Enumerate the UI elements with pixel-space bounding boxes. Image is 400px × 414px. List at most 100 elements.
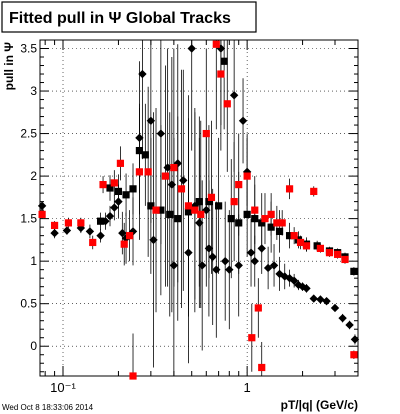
data-point-red-square [144,168,152,176]
data-point-red-square [350,351,358,359]
data-point-red-square [212,40,220,48]
chart-title: Fitted pull in Ψ Global Tracks [9,10,231,27]
data-point-diamond [187,44,196,53]
data-point-diamond [173,159,182,168]
data-point-red-square [207,193,216,201]
data-point-red-square [184,202,193,210]
y-tick-label: 2 [30,169,37,183]
data-point-diamond [135,133,144,143]
data-point-square [205,198,213,206]
data-point-square [141,151,149,159]
data-point-red-square [261,215,269,223]
data-point-square [122,191,130,199]
data-point-square [258,219,266,227]
data-point-diamond [289,276,299,285]
data-point-square [157,206,165,214]
data-point-diamond [101,216,110,226]
y-tick-label: 0.5 [20,297,37,311]
data-point-diamond [156,129,166,138]
data-point-diamond [338,313,347,323]
x-axis-label: pT/|q| (GeV/c) [281,398,358,412]
data-point-square [184,208,193,216]
data-point-square [235,219,243,227]
data-point-square [285,232,294,240]
data-point-red-square [267,210,275,218]
data-point-square [275,227,284,235]
y-tick-label: 3.5 [20,42,37,56]
data-point-diamond [263,263,273,273]
data-point-square [215,202,223,210]
y-tick-label: 3 [30,84,37,98]
data-point-square [227,215,235,223]
data-point-red-square [310,187,318,196]
data-point-red-square [248,334,256,342]
x-tick-label: 10⁻¹ [50,380,76,395]
y-axis-label: pull in Ψ [2,42,16,91]
data-point-red-square [273,219,281,227]
data-point-diamond [197,261,207,270]
data-point-red-square [290,232,298,240]
data-point-diamond [85,227,95,236]
data-point-square [251,215,259,223]
data-point-diamond [114,197,123,206]
data-point-square [147,202,155,210]
data-point-diamond [309,294,318,303]
data-point-diamond [62,226,72,235]
data-point-red-square [230,198,238,206]
data-point-red-square [285,185,294,193]
data-point-red-square [126,232,134,240]
data-point-diamond [50,228,59,238]
data-point-red-square [99,181,107,189]
data-point-red-square [89,238,97,247]
data-point-diamond [169,261,179,270]
data-point-red-square [197,210,205,218]
data-point-diamond [345,320,354,330]
data-point-square [220,57,228,65]
data-point-diamond [105,211,115,221]
data-point-square [129,185,137,193]
data-point-diamond [212,265,221,274]
tick-labels: 10⁻¹ 1 0 0.5 1 1.5 2 2.5 3 3.5 [20,42,250,395]
data-point-square [243,210,251,218]
data-point-diamond [229,91,239,100]
x-tick-label: 1 [244,380,251,395]
data-point-red-square [302,242,311,250]
data-point-red-square [77,219,85,227]
data-point-diamond [234,261,243,270]
data-point-red-square [334,250,342,258]
data-point-square [267,223,275,231]
footer-timestamp: Wed Oct 8 18:33:06 2014 [2,403,94,412]
data-point-red-square [223,100,231,108]
data-point-diamond [220,256,230,266]
data-point-red-square [202,129,210,138]
data-point-diamond [204,244,214,253]
data-point-square [350,267,358,275]
data-point-red-square [243,172,251,180]
data-point-square [174,215,182,223]
data-point-red-square [254,304,262,312]
data-point-diamond [216,44,226,53]
data-point-red-square [135,168,144,176]
data-point-red-square [296,238,305,247]
data-point-diamond [195,218,204,228]
data-point-diamond [330,303,340,313]
data-point-diamond [149,235,158,245]
data-point-red-square [191,206,199,214]
data-point-red-square [278,219,286,227]
data-point-diamond [350,335,360,344]
data-point-diamond [37,201,47,211]
data-point-red-square [251,206,259,214]
data-point-red-square [38,210,46,218]
data-point-diamond [110,203,119,212]
data-point-red-square [341,255,349,264]
data-point-red-square [152,206,160,214]
data-point-red-square [170,163,178,172]
data-point-red-square [161,172,170,180]
data-point-red-square [325,249,334,257]
data-point-diamond [96,231,105,240]
data-point-red-square [116,159,125,167]
data-point-diamond [238,116,248,126]
data-point-red-square [64,219,73,227]
data-point-diamond [250,256,259,266]
